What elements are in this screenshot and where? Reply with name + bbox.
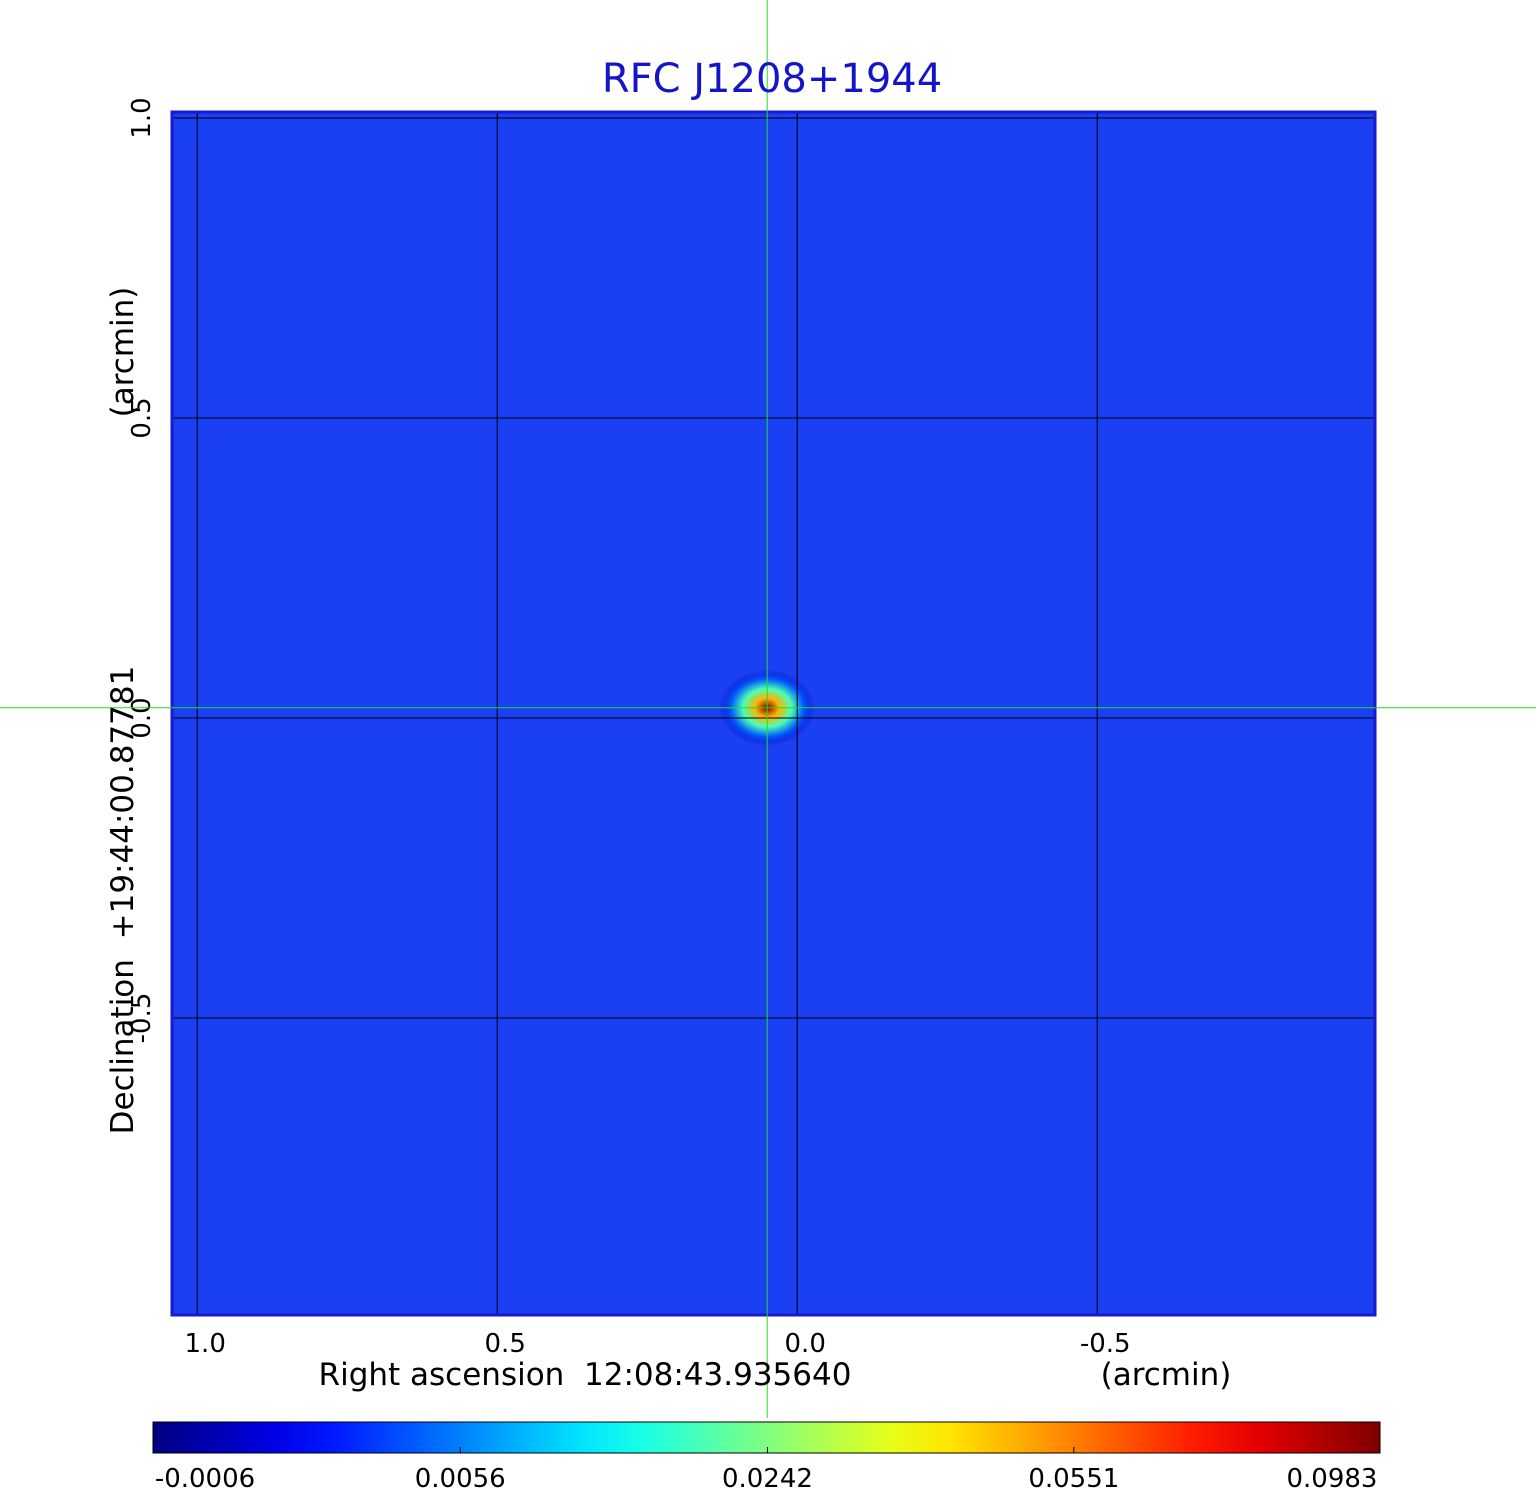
x-axis-label: Right ascension 12:08:43.935640 bbox=[319, 1357, 852, 1393]
y-tick-label: 0.5 bbox=[127, 397, 157, 438]
colorbar-tick-label: 0.0983 bbox=[1287, 1464, 1378, 1494]
y-tick-label: 0.0 bbox=[127, 697, 157, 738]
x-tick-label: 0.5 bbox=[485, 1329, 526, 1359]
chart-title: RFC J1208+1944 bbox=[602, 56, 942, 102]
y-tick-label: -0.5 bbox=[127, 993, 157, 1044]
colorbar-tick-label: 0.0242 bbox=[722, 1464, 813, 1494]
x-tick-label: -0.5 bbox=[1080, 1329, 1131, 1359]
y-tick-label: 1.0 bbox=[127, 97, 157, 138]
colorbar-tick-label: 0.0056 bbox=[415, 1464, 506, 1494]
colorbar-tick-label: -0.0006 bbox=[155, 1464, 255, 1494]
y-axis-unit: (arcmin) bbox=[105, 287, 141, 418]
x-axis-unit: (arcmin) bbox=[1101, 1357, 1232, 1393]
x-tick-label: 1.0 bbox=[185, 1329, 226, 1359]
y-axis-label: Declination +19:44:00.87781 bbox=[105, 666, 141, 1135]
plot-border bbox=[170, 110, 1377, 1317]
colorbar-tick-label: 0.0551 bbox=[1028, 1464, 1119, 1494]
colorbar bbox=[152, 1421, 1381, 1454]
x-tick-label: 0.0 bbox=[785, 1329, 826, 1359]
